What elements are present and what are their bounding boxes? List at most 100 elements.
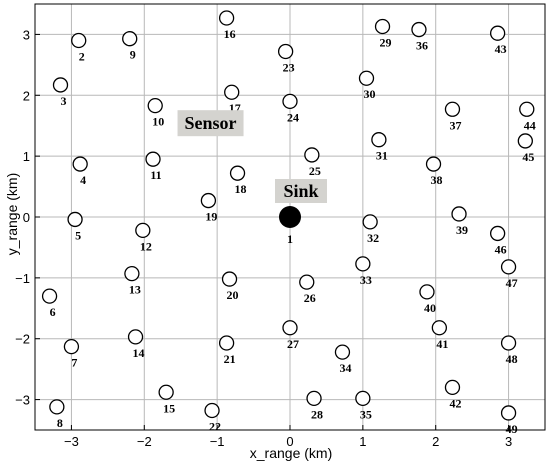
sensor-label-13: 13 [129,283,141,297]
sensor-label-44: 44 [524,118,536,132]
annotations: Sensor Sink [177,110,327,203]
sensor-label-21: 21 [224,352,236,366]
sensor-node-22 [204,402,220,419]
sensor-label-30: 30 [364,87,376,101]
sensor-label-20: 20 [227,288,239,302]
sink-label: 1 [287,232,293,246]
sensor-label-29: 29 [380,36,392,50]
sensor-label-18: 18 [235,182,247,196]
sensor-label-42: 42 [449,396,461,410]
sensor-label-35: 35 [360,407,372,421]
sensor-node-19 [200,192,217,209]
sensor-label-15: 15 [163,401,175,415]
sensor-label-48: 48 [506,352,518,366]
sensor-label-9: 9 [130,48,136,62]
sensor-label-23: 23 [283,60,295,74]
sensor-node-35 [355,390,371,407]
sensor-label-5: 5 [75,228,81,242]
sensor-node-2 [71,32,87,49]
x-tick-label: −2 [137,434,152,449]
sensor-node-15 [158,384,174,400]
sensor-label-28: 28 [311,407,323,421]
y-tick-label: 2 [23,88,30,103]
sensor-node-6 [41,288,58,304]
sensor-label-46: 46 [495,242,507,256]
sensor-label-38: 38 [431,173,443,187]
sensor-node-26 [299,274,315,290]
sensor-node-14 [127,329,144,345]
y-axis-label: y_range (km) [4,173,20,255]
sensor-node-37 [444,101,461,117]
sensor-label-37: 37 [449,118,461,132]
sensor-label-2: 2 [79,50,85,64]
x-tick-label: −1 [210,434,225,449]
sensor-label-36: 36 [416,39,428,53]
sensor-label-8: 8 [57,416,63,430]
sensor-label-47: 47 [506,276,518,290]
y-tick-label: 3 [23,27,30,42]
annotation-box-sensor [177,110,244,137]
sensor-label-40: 40 [424,301,436,315]
sensor-node-29 [374,18,391,35]
sensor-label-22: 22 [209,420,221,434]
sensor-node-12 [135,222,151,239]
y-tick-label: −1 [15,271,30,286]
sensor-node-18 [229,165,246,181]
sensor-label-6: 6 [50,305,56,319]
sensor-node-21 [218,335,235,351]
annotation-box-sink [275,179,327,203]
sensor-label-16: 16 [224,27,236,41]
sensor-node-28 [306,390,322,407]
y-tick-label: −2 [15,332,30,347]
sensor-node-39 [451,206,467,222]
sensor-label-34: 34 [339,361,351,375]
annotation-label-sensor: Sensor [185,113,237,133]
sink-node [279,206,301,228]
x-tick-label: 3 [505,434,512,449]
sensor-node-48 [500,335,517,351]
sensor-node-46 [489,225,506,242]
sensor-label-32: 32 [367,231,379,245]
sensor-node-3 [52,77,69,93]
sensor-node-33 [355,256,371,272]
annotation-label-sink: Sink [283,181,318,201]
x-tick-label: −3 [64,434,79,449]
sensor-label-7: 7 [71,356,77,370]
sensor-label-10: 10 [152,115,164,129]
sensor-node-34 [334,344,351,360]
sensor-label-25: 25 [309,164,321,178]
sensor-node-41 [431,320,448,336]
sensor-node-40 [419,284,435,300]
sensor-node-9 [122,31,138,47]
sensor-label-27: 27 [287,337,299,351]
sensor-node-31 [371,132,387,148]
sensor-label-45: 45 [522,150,534,164]
sensor-label-3: 3 [61,94,67,108]
sensor-node-32 [362,214,378,230]
sensor-label-19: 19 [205,210,217,224]
sensor-node-5 [67,211,83,228]
sensor-label-12: 12 [140,239,152,253]
sensor-node-25 [304,147,320,163]
sensor-label-49: 49 [506,422,518,436]
y-tick-label: 0 [23,210,30,225]
y-tick-label: −3 [15,393,30,408]
sensor-label-39: 39 [456,223,468,237]
x-axis-label: x_range (km) [250,445,332,461]
sensor-node-7 [63,338,80,355]
sensor-label-31: 31 [376,149,388,163]
sensor-label-11: 11 [150,168,161,182]
sensor-node-27 [282,320,298,336]
sensor-node-43 [489,25,506,41]
sensor-node-13 [124,265,140,282]
x-tick-label: 2 [432,434,439,449]
sensor-node-36 [411,21,427,38]
sensor-node-44 [519,101,535,117]
sensor-node-30 [358,70,375,86]
sensor-label-41: 41 [436,337,448,351]
x-tick-label: 0 [286,434,293,449]
sensor-node-47 [500,259,517,275]
sensor-node-49 [500,405,517,421]
